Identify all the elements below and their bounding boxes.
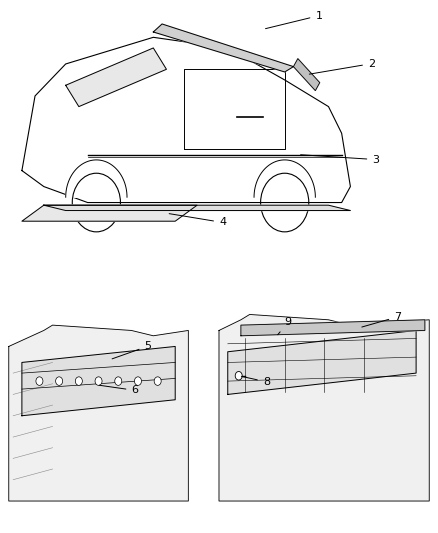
Polygon shape xyxy=(254,160,315,197)
Text: 6: 6 xyxy=(99,385,138,395)
Circle shape xyxy=(154,377,161,385)
Polygon shape xyxy=(241,320,425,336)
Polygon shape xyxy=(22,205,197,221)
FancyBboxPatch shape xyxy=(4,325,197,506)
Polygon shape xyxy=(219,314,429,501)
Text: 8: 8 xyxy=(241,376,270,387)
Polygon shape xyxy=(228,330,416,394)
Polygon shape xyxy=(9,325,188,501)
Circle shape xyxy=(75,377,82,385)
Polygon shape xyxy=(66,160,127,197)
Text: 4: 4 xyxy=(169,214,226,228)
Circle shape xyxy=(56,377,63,385)
Text: 7: 7 xyxy=(362,312,401,327)
Circle shape xyxy=(134,377,141,385)
Text: 5: 5 xyxy=(112,341,152,359)
Circle shape xyxy=(95,377,102,385)
Circle shape xyxy=(36,377,43,385)
Polygon shape xyxy=(44,205,350,211)
Polygon shape xyxy=(22,346,175,416)
Text: 1: 1 xyxy=(265,11,322,29)
Polygon shape xyxy=(22,37,350,203)
Circle shape xyxy=(115,377,122,385)
Text: 2: 2 xyxy=(309,59,375,74)
Circle shape xyxy=(235,372,242,380)
Polygon shape xyxy=(66,48,166,107)
Polygon shape xyxy=(153,24,293,72)
Text: 3: 3 xyxy=(300,155,379,165)
Text: 9: 9 xyxy=(278,317,292,335)
Polygon shape xyxy=(293,59,320,91)
